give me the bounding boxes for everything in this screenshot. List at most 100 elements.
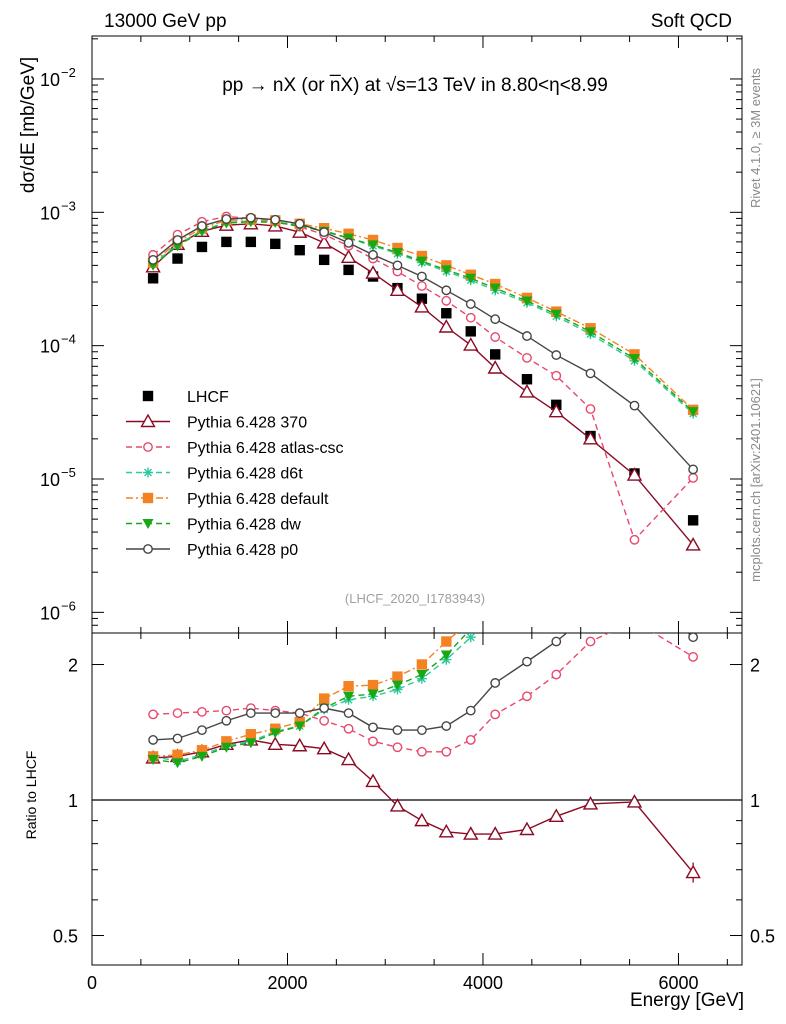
analysis-watermark: (LHCF_2020_I1783943) (345, 591, 485, 606)
data-point-lhcf (489, 349, 501, 360)
legend: LHCF Pythia 6.428 370 Pythia 6.428 atlas-c… (126, 389, 344, 559)
data-point-pythia-6-428-370 (340, 751, 357, 766)
data-point-pythia-6-428-dw (416, 670, 428, 681)
data-point-pythia-6-428-p0 (586, 609, 594, 617)
data-point-pythia-6-428-default (367, 679, 379, 691)
data-point-pythia-6-428-p0 (630, 584, 638, 592)
data-point-lhcf (521, 374, 533, 385)
data-point-pythia-6-428-p0 (688, 633, 699, 643)
series-line-pythia-6-428-dw (152, 221, 694, 413)
data-point-pythia-6-428-default (172, 749, 183, 761)
data-point-pythia-6-428-dw (294, 721, 306, 732)
data-point-pythia-6-428-dw (489, 283, 501, 294)
data-point-pythia-6-428-p0 (490, 314, 501, 325)
data-point-pythia-6-428-p0 (629, 400, 640, 411)
data-point-pythia-6-428-atlas-csc (319, 715, 330, 726)
data-point-pythia-6-428-p0 (551, 350, 562, 360)
header-right: Soft QCD (651, 11, 732, 32)
data-point-pythia-6-428-p0 (294, 708, 305, 718)
data-point-pythia-6-428-atlas-csc (465, 735, 476, 745)
x-tick-label: 0 (87, 973, 97, 993)
data-point-pythia-6-428-p0 (343, 708, 354, 718)
data-point-pythia-6-428-p0 (148, 254, 158, 265)
data-point-pythia-6-428-dw (220, 742, 232, 753)
data-point-pythia-6-428-atlas-csc (551, 370, 562, 381)
data-point-pythia-6-428-p0 (392, 260, 403, 271)
data-point-pythia-6-428-default (441, 636, 452, 647)
data-point-pythia-6-428-370 (685, 537, 701, 551)
data-point-pythia-6-428-370 (438, 319, 455, 333)
data-point-pythia-6-428-atlas-csc (551, 669, 562, 680)
data-point-pythia-6-428-dw (196, 751, 208, 762)
series-line-pythia-6-428-atlas-csc (152, 215, 694, 542)
legend-label-pythia-6-428-370: Pythia 6.428 370 (187, 415, 307, 432)
series-line-pythia-6-428-370 (153, 739, 694, 874)
data-point-pythia-6-428-atlas-csc (585, 636, 596, 647)
legend-label-lhcf: LHCF (187, 389, 229, 406)
data-point-pythia-6-428-dw (269, 728, 281, 739)
data-point-pythia-6-428-p0 (221, 214, 232, 224)
data-point-pythia-6-428-atlas-csc (688, 472, 699, 483)
data-point-pythia-6-428-atlas-csc (629, 534, 640, 545)
data-point-pythia-6-428-p0 (416, 725, 427, 736)
header-left: 13000 GeV pp (104, 11, 227, 32)
data-point-pythia-6-428-p0 (522, 656, 532, 667)
y-tick-label-right: 1 (750, 791, 760, 811)
mcplots-citation: mcplots.cern.ch [arXiv:2401.10621] (748, 378, 763, 582)
y-tick-label: 10 (40, 203, 60, 223)
legend-marker-pythia-6-428-d6t (143, 467, 153, 478)
data-point-pythia-6-428-default (416, 250, 428, 262)
data-point-pythia-6-428-370 (685, 864, 701, 879)
data-point-pythia-6-428-dw (343, 691, 355, 702)
y-tick-label: 2 (68, 656, 78, 676)
data-point-pythia-6-428-370 (548, 808, 564, 823)
data-point-pythia-6-428-default (441, 260, 452, 271)
data-point-pythia-6-428-atlas-csc (522, 352, 532, 363)
y-tick-label-exponent: −5 (61, 465, 76, 480)
data-point-pythia-6-428-atlas-csc (490, 709, 501, 720)
y-tick-label: 10 (40, 470, 60, 490)
data-point-lhcf (343, 264, 354, 276)
data-point-pythia-6-428-p0 (522, 331, 532, 341)
data-point-pythia-6-428-p0 (270, 214, 281, 225)
data-point-pythia-6-428-p0 (148, 735, 158, 745)
data-point-lhcf (294, 244, 305, 256)
plot-frame (91, 632, 743, 966)
data-point-pythia-6-428-370 (519, 821, 535, 836)
data-point-pythia-6-428-default (466, 616, 476, 626)
data-point-pythia-6-428-dw (521, 296, 533, 307)
y-tick-label: 10 (40, 603, 60, 623)
data-point-pythia-6-428-p0 (368, 249, 378, 260)
data-point-pythia-6-428-p0 (221, 715, 232, 726)
series-line-pythia-6-428-default (153, 633, 458, 758)
data-point-pythia-6-428-p0 (465, 705, 476, 716)
y-tick-label-exponent: −3 (61, 198, 76, 213)
data-point-pythia-6-428-p0 (441, 721, 452, 731)
data-point-pythia-6-428-370 (626, 794, 643, 808)
data-point-pythia-6-428-p0 (319, 703, 330, 714)
data-point-pythia-6-428-370 (463, 337, 479, 351)
data-point-pythia-6-428-dw (391, 680, 403, 691)
data-point-pythia-6-428-default (221, 736, 232, 747)
series-group (145, 211, 701, 551)
data-point-pythia-6-428-default (343, 681, 354, 692)
legend-label-pythia-6-428-p0: Pythia 6.428 p0 (187, 542, 298, 559)
data-point-pythia-6-428-p0 (172, 733, 183, 744)
y-tick-label-right: 0.5 (750, 927, 775, 947)
series-line-pythia-6-428-d6t (152, 636, 472, 762)
data-point-pythia-6-428-p0 (368, 722, 378, 733)
data-point-pythia-6-428-dw (440, 265, 452, 276)
data-point-pythia-6-428-p0 (490, 678, 501, 688)
data-point-pythia-6-428-atlas-csc (441, 746, 452, 757)
ratio-y-label: Ratio to LHCF (23, 751, 39, 840)
data-point-pythia-6-428-p0 (441, 285, 452, 296)
data-point-pythia-6-428-default (416, 659, 428, 670)
data-point-pythia-6-428-370 (548, 403, 564, 418)
y-tick-label: 1 (68, 791, 78, 811)
legend-label-pythia-6-428-dw: Pythia 6.428 dw (187, 517, 301, 534)
data-point-pythia-6-428-p0 (270, 708, 281, 718)
data-point-pythia-6-428-dw (687, 407, 699, 418)
data-point-lhcf (245, 236, 257, 248)
legend-marker-pythia-6-428-p0 (143, 544, 153, 554)
data-point-pythia-6-428-370 (438, 823, 455, 838)
